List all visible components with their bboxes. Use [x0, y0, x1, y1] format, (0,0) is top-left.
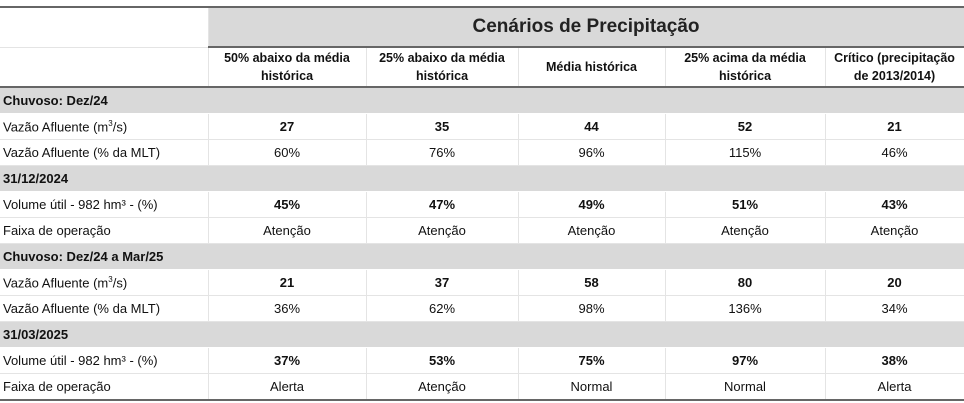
value-cell: Alerta	[208, 373, 367, 401]
table-row: Vazão Afluente (% da MLT) 60% 76% 96% 115% 46…	[0, 139, 964, 166]
table-row: Vazão Afluente (m3/s) 27 35 44 52 21	[0, 113, 964, 140]
value-cell: Atenção	[208, 217, 367, 244]
value-cell: 20	[825, 269, 964, 296]
section-row: 31/12/2024	[0, 165, 964, 192]
empty-header	[0, 47, 209, 88]
value-cell: 38%	[825, 347, 964, 374]
section-label: 31/03/2025	[0, 321, 964, 348]
value-cell: Alerta	[825, 373, 964, 401]
section-row: Chuvoso: Dez/24	[0, 87, 964, 114]
row-label: Volume útil - 982 hm³ - (%)	[0, 347, 209, 374]
value-cell: Atenção	[366, 217, 519, 244]
value-cell: Normal	[665, 373, 826, 401]
value-cell: 115%	[665, 139, 826, 166]
value-cell: 37	[366, 269, 519, 296]
column-header: 25% abaixo da média histórica	[366, 47, 519, 88]
table-title: Cenários de Precipitação	[208, 6, 964, 48]
value-cell: 58	[518, 269, 666, 296]
value-cell: 80	[665, 269, 826, 296]
value-cell: 136%	[665, 295, 826, 322]
table-row: Volume útil - 982 hm³ - (%) 37% 53% 75% 97% 3…	[0, 347, 964, 374]
value-cell: 98%	[518, 295, 666, 322]
column-header: 25% acima da média histórica	[665, 47, 826, 88]
empty-corner	[0, 6, 209, 48]
section-row: 31/03/2025	[0, 321, 964, 348]
row-label-text: Vazão Afluente (% da MLT)	[3, 301, 161, 316]
row-label: Faixa de operação	[0, 217, 209, 244]
row-label-text: Vazão Afluente (m	[3, 275, 109, 291]
value-cell: 37%	[208, 347, 367, 374]
value-cell: 52	[665, 113, 826, 140]
row-label-suffix: /s)	[112, 119, 128, 135]
row-label-text: Vazão Afluente (m	[3, 119, 109, 135]
value-cell: 34%	[825, 295, 964, 322]
section-row: Chuvoso: Dez/24 a Mar/25	[0, 243, 964, 270]
value-cell: Atenção	[518, 217, 666, 244]
value-cell: Atenção	[665, 217, 826, 244]
row-label: Vazão Afluente (m3/s)	[0, 113, 209, 140]
superscript: 3	[108, 118, 113, 128]
row-label-text: Faixa de operação	[3, 379, 111, 394]
row-label-suffix: /s)	[112, 275, 128, 291]
value-cell: 45%	[208, 191, 367, 218]
value-cell: 43%	[825, 191, 964, 218]
value-cell: 21	[208, 269, 367, 296]
row-label-text: Faixa de operação	[3, 223, 111, 238]
value-cell: 60%	[208, 139, 367, 166]
section-label: 31/12/2024	[0, 165, 964, 192]
row-label-text: Vazão Afluente (% da MLT)	[3, 145, 161, 160]
table-row: Faixa de operação Atenção Atenção Atenção At…	[0, 217, 964, 244]
row-label-text: Volume útil - 982 hm³ - (%)	[3, 197, 158, 212]
value-cell: 51%	[665, 191, 826, 218]
column-header: 50% abaixo da média histórica	[208, 47, 367, 88]
row-label: Faixa de operação	[0, 373, 209, 401]
scenarios-table: Cenários de Precipitação 50% abaixo da m…	[0, 6, 964, 401]
value-cell: 46%	[825, 139, 964, 166]
row-label: Vazão Afluente (% da MLT)	[0, 295, 209, 322]
row-label: Vazão Afluente (% da MLT)	[0, 139, 209, 166]
table-row: Vazão Afluente (% da MLT) 36% 62% 98% 136% 34…	[0, 295, 964, 322]
table-row: Vazão Afluente (m3/s) 21 37 58 80 20	[0, 269, 964, 296]
value-cell: Atenção	[825, 217, 964, 244]
value-cell: 21	[825, 113, 964, 140]
value-cell: 35	[366, 113, 519, 140]
value-cell: Atenção	[366, 373, 519, 401]
value-cell: 53%	[366, 347, 519, 374]
value-cell: Normal	[518, 373, 666, 401]
value-cell: 96%	[518, 139, 666, 166]
superscript: 3	[108, 274, 113, 284]
value-cell: 97%	[665, 347, 826, 374]
section-label: Chuvoso: Dez/24 a Mar/25	[0, 243, 964, 270]
value-cell: 36%	[208, 295, 367, 322]
table-row: Volume útil - 982 hm³ - (%) 45% 47% 49% 51% 4…	[0, 191, 964, 218]
value-cell: 76%	[366, 139, 519, 166]
value-cell: 44	[518, 113, 666, 140]
value-cell: 49%	[518, 191, 666, 218]
value-cell: 47%	[366, 191, 519, 218]
value-cell: 62%	[366, 295, 519, 322]
row-label-text: Volume útil - 982 hm³ - (%)	[3, 353, 158, 368]
row-label: Volume útil - 982 hm³ - (%)	[0, 191, 209, 218]
column-header: Média histórica	[518, 47, 666, 88]
section-label: Chuvoso: Dez/24	[0, 87, 964, 114]
column-header: Crítico (precipitação de 2013/2014)	[825, 47, 964, 88]
value-cell: 27	[208, 113, 367, 140]
table-row: Faixa de operação Alerta Atenção Normal Norm…	[0, 373, 964, 401]
row-label: Vazão Afluente (m3/s)	[0, 269, 209, 296]
value-cell: 75%	[518, 347, 666, 374]
